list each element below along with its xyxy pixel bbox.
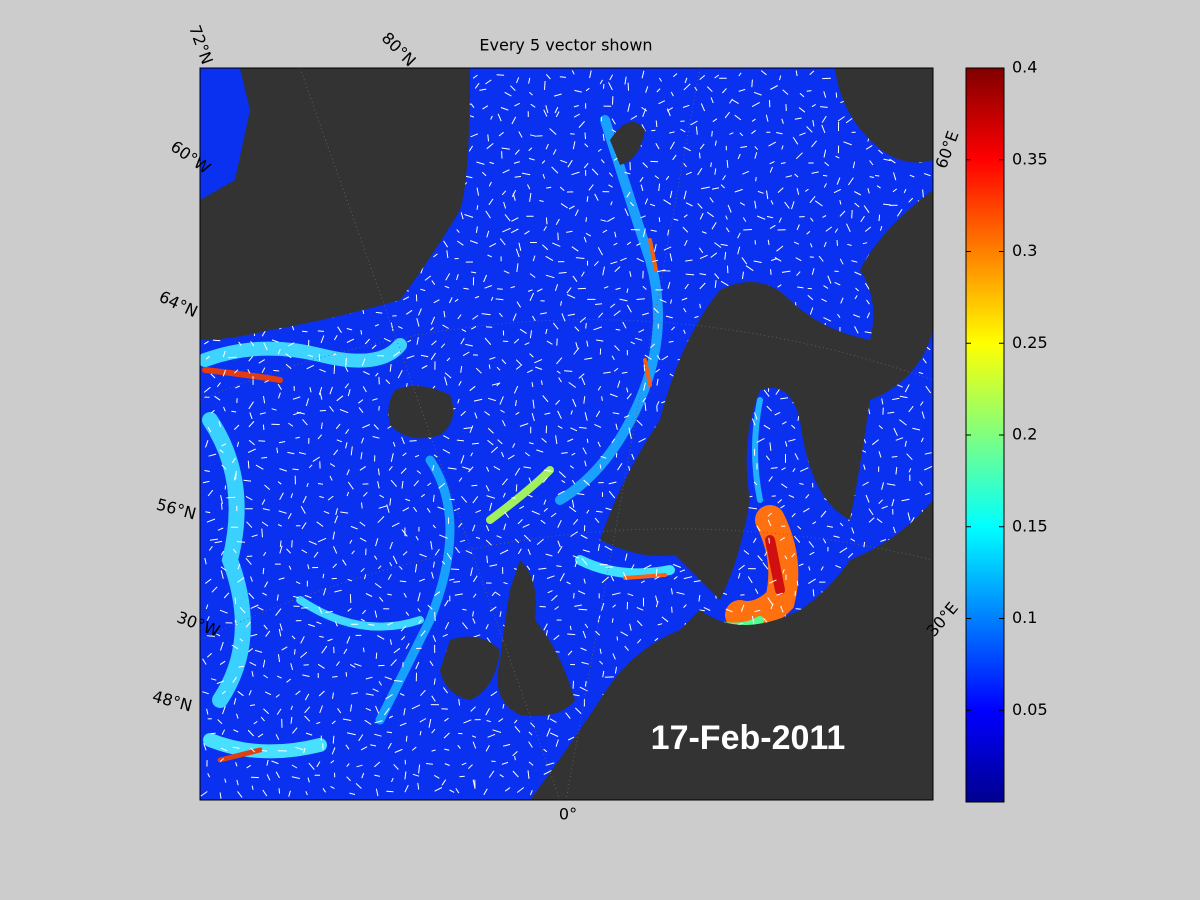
map [200, 68, 933, 800]
graticule-label: 0° [559, 805, 577, 824]
graticule-label: 60°E [932, 128, 963, 171]
graticule-label: 72°N [185, 22, 217, 66]
title: Every 5 vector shown [479, 36, 652, 55]
colorbar-tick-label: 0.1 [1012, 608, 1037, 627]
colorbar-tick-label: 0.2 [1012, 425, 1037, 444]
map-frame [199, 67, 934, 801]
colorbar-tick-label: 0.4 [1012, 58, 1037, 77]
date-label: 17-Feb-2011 [651, 719, 846, 757]
graticule-label: 48°N [150, 687, 194, 716]
colorbar-tick-label: 0.15 [1012, 516, 1048, 535]
colorbar [965, 67, 1005, 803]
colorbar-ticks: 0.05 0.1 0.15 0.2 0.25 0.3 0.35 0.4 [966, 58, 1048, 719]
graticule-label: 56°N [154, 495, 198, 524]
graticule-label: 64°N [156, 287, 201, 321]
graticule-label: 80°N [378, 28, 420, 70]
colorbar-tick-label: 0.25 [1012, 333, 1048, 352]
colorbar-tick-label: 0.3 [1012, 241, 1037, 260]
land [200, 68, 933, 800]
colorbar-tick-label: 0.35 [1012, 149, 1048, 168]
colorbar-tick-label: 0.05 [1012, 700, 1048, 719]
